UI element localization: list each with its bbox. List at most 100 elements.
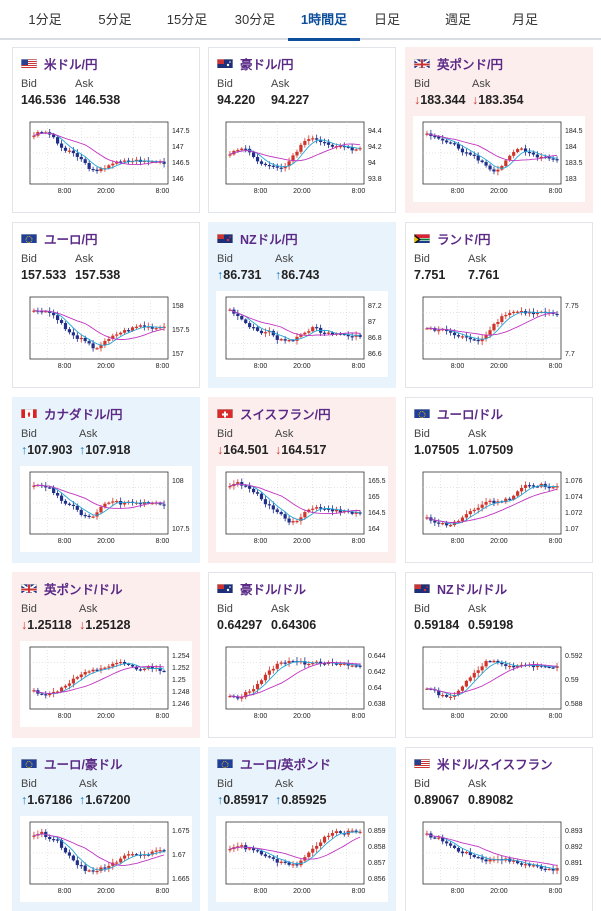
pair-name-link[interactable]: ユーロ/円 [44, 233, 98, 247]
rate-card[interactable]: ユーロ/豪ドル Bid Ask ↑1.67186 ↑1.67200 1.675 1.67 1.… [12, 747, 200, 911]
pair-name-link[interactable]: NZドル/円 [240, 233, 298, 247]
tab-4[interactable]: 1時間足 [288, 0, 360, 41]
candlestick-chart[interactable]: 165.5 165 164.5 164 8:00 20:00 8:00 [216, 466, 388, 552]
tab-0[interactable]: 1分足 [28, 12, 62, 27]
candle [480, 160, 484, 163]
tab-7[interactable]: 月足 [511, 12, 538, 27]
x-tick-label: 8:00 [58, 888, 72, 895]
candlestick-chart[interactable]: 158 157.5 157 8:00 20:00 8:00 [20, 291, 192, 377]
candlestick-chart[interactable]: 0.859 0.858 0.857 0.856 8:00 20:00 8:00 [216, 816, 388, 902]
candle [484, 661, 488, 667]
rate-card[interactable]: カナダドル/円 Bid Ask ↑107.903 ↑107.918 108 107.5 8:0… [12, 397, 200, 563]
y-tick-label: 165.5 [368, 478, 386, 485]
candle [437, 837, 441, 839]
candle [350, 665, 354, 667]
rate-card[interactable]: 豪ドル/円 Bid Ask 94.220 94.227 94.4 94.2 94 93.8 8:0… [208, 47, 396, 213]
candle [146, 666, 150, 669]
rate-card[interactable]: 英ポンド/円 Bid Ask ↓183.344 ↓183.354 184.5 184 183.… [405, 47, 593, 213]
candle [52, 312, 56, 316]
rate-card[interactable]: スイスフラン/円 Bid Ask ↓164.501 ↓164.517 165.5 165 16… [208, 397, 396, 563]
candle [228, 486, 232, 488]
pair-name-link[interactable]: ユーロ/英ポンド [240, 758, 331, 772]
candle [504, 498, 508, 503]
candle [259, 680, 264, 684]
candle [464, 680, 468, 687]
tab-6[interactable]: 週足 [444, 12, 471, 27]
pair-name-link[interactable]: 英ポンド/ドル [44, 583, 123, 597]
candle [519, 311, 524, 313]
candlestick-chart[interactable]: 94.4 94.2 94 93.8 8:00 20:00 8:00 [216, 116, 388, 202]
candle [311, 138, 315, 140]
candlestick-chart[interactable]: 0.592 0.59 0.588 8:00 20:00 8:00 [413, 641, 585, 727]
candlestick-chart[interactable]: 0.893 0.892 0.891 0.89 8:00 20:00 8:00 [413, 816, 585, 902]
rate-card[interactable]: 米ドル/円 Bid Ask 146.536 146.538 147.5 147 146.5 14… [12, 47, 200, 213]
candle [267, 856, 271, 858]
pair-name-link[interactable]: ランド/円 [437, 233, 491, 247]
pair-name-link[interactable]: ユーロ/豪ドル [44, 758, 123, 772]
candle [311, 848, 315, 853]
tab-3[interactable]: 30分足 [234, 12, 276, 27]
ma-long-line [229, 662, 361, 698]
pair-name-link[interactable]: 豪ドル/ドル [240, 583, 306, 597]
rate-card[interactable]: 米ドル/スイスフラン Bid Ask 0.89067 0.89082 0.893 0.892… [405, 747, 593, 911]
candle [460, 517, 465, 522]
ask-value: ↓183.354 [472, 93, 523, 107]
x-tick-label: 8:00 [451, 188, 465, 195]
candle [535, 486, 539, 488]
pair-name-link[interactable]: スイスフラン/円 [240, 408, 331, 422]
candle [492, 169, 496, 172]
candle [425, 833, 429, 835]
candle [52, 839, 56, 841]
rate-card[interactable]: 英ポンド/ドル Bid Ask ↓1.25118 ↓1.25128 1.254 1.252 1… [12, 572, 200, 738]
rate-card[interactable]: ランド/円 Bid Ask 7.751 7.761 7.75 7.7 8:00 20:00 8:0… [405, 222, 593, 388]
x-tick-label: 8:00 [58, 538, 72, 545]
rate-card[interactable]: ユーロ/英ポンド Bid Ask ↑0.85917 ↑0.85925 0.859 0.858… [208, 747, 396, 911]
candle [350, 147, 354, 151]
pair-name-link[interactable]: ユーロ/ドル [437, 408, 503, 422]
pair-name-link[interactable]: 英ポンド/円 [437, 58, 503, 72]
y-tick-label: 7.75 [565, 303, 579, 310]
pair-name-link[interactable]: カナダドル/円 [44, 408, 123, 422]
y-tick-label: 184 [565, 144, 577, 151]
rate-card[interactable]: ユーロ/ドル Bid Ask 1.07505 1.07509 1.076 1.074 1.07… [405, 397, 593, 563]
y-tick-label: 146 [172, 176, 184, 183]
arrow-down-icon: ↓ [217, 443, 224, 457]
candle [111, 335, 115, 339]
x-tick-label: 8:00 [549, 188, 563, 195]
y-tick-label: 1.072 [565, 510, 583, 517]
candle [449, 142, 453, 144]
bid-value: ↑1.67186 [21, 793, 72, 807]
candle [32, 690, 36, 692]
pair-name-link[interactable]: 米ドル/スイスフラン [437, 758, 553, 772]
y-tick-label: 164 [368, 526, 380, 533]
candle [492, 660, 496, 663]
candlestick-chart[interactable]: 0.644 0.642 0.64 0.638 8:00 20:00 8:00 [216, 641, 388, 727]
rate-card[interactable]: ユーロ/円 Bid Ask 157.533 157.538 158 157.5 157 8:00… [12, 222, 200, 388]
tab-1[interactable]: 5分足 [98, 12, 132, 27]
tab-5[interactable]: 日足 [373, 12, 400, 27]
candle [295, 151, 299, 156]
pair-name-link[interactable]: 豪ドル/円 [240, 58, 294, 72]
ask-label: Ask [79, 428, 98, 440]
rate-card[interactable]: 豪ドル/ドル Bid Ask 0.64297 0.64306 0.644 0.642 0.64… [208, 572, 396, 738]
y-tick-label: 147 [172, 144, 184, 151]
rate-card[interactable]: NZドル/ドル Bid Ask 0.59184 0.59198 0.592 0.59 0.58… [405, 572, 593, 738]
candle [130, 854, 135, 856]
tab-2[interactable]: 15分足 [166, 12, 208, 27]
candlestick-chart[interactable]: 147.5 147 146.5 146 8:00 20:00 8:00 [20, 116, 192, 202]
candlestick-chart[interactable]: 87.2 87 86.8 86.6 8:00 20:00 8:00 [216, 291, 388, 377]
candle [531, 485, 535, 487]
candle [512, 665, 516, 668]
candle [115, 662, 119, 665]
candlestick-chart[interactable]: 7.75 7.7 8:00 20:00 8:00 [413, 291, 585, 377]
rate-card[interactable]: NZドル/円 Bid Ask ↑86.731 ↑86.743 87.2 87 86.8 86.6… [208, 222, 396, 388]
candlestick-chart[interactable]: 108 107.5 8:00 20:00 8:00 [20, 466, 192, 552]
pair-name-link[interactable]: NZドル/ドル [437, 583, 508, 597]
candlestick-chart[interactable]: 1.076 1.074 1.072 1.07 8:00 20:00 8:00 [413, 466, 585, 552]
bid-number: 1.67186 [27, 793, 73, 807]
candle [468, 677, 472, 681]
candlestick-chart[interactable]: 184.5 184 183.5 183 8:00 20:00 8:00 [413, 116, 585, 202]
candlestick-chart[interactable]: 1.254 1.252 1.25 1.248 1.246 8:00 20:00 8:00 [20, 641, 192, 727]
candlestick-chart[interactable]: 1.675 1.67 1.665 8:00 20:00 8:00 [20, 816, 192, 902]
pair-name-link[interactable]: 米ドル/円 [44, 58, 98, 72]
